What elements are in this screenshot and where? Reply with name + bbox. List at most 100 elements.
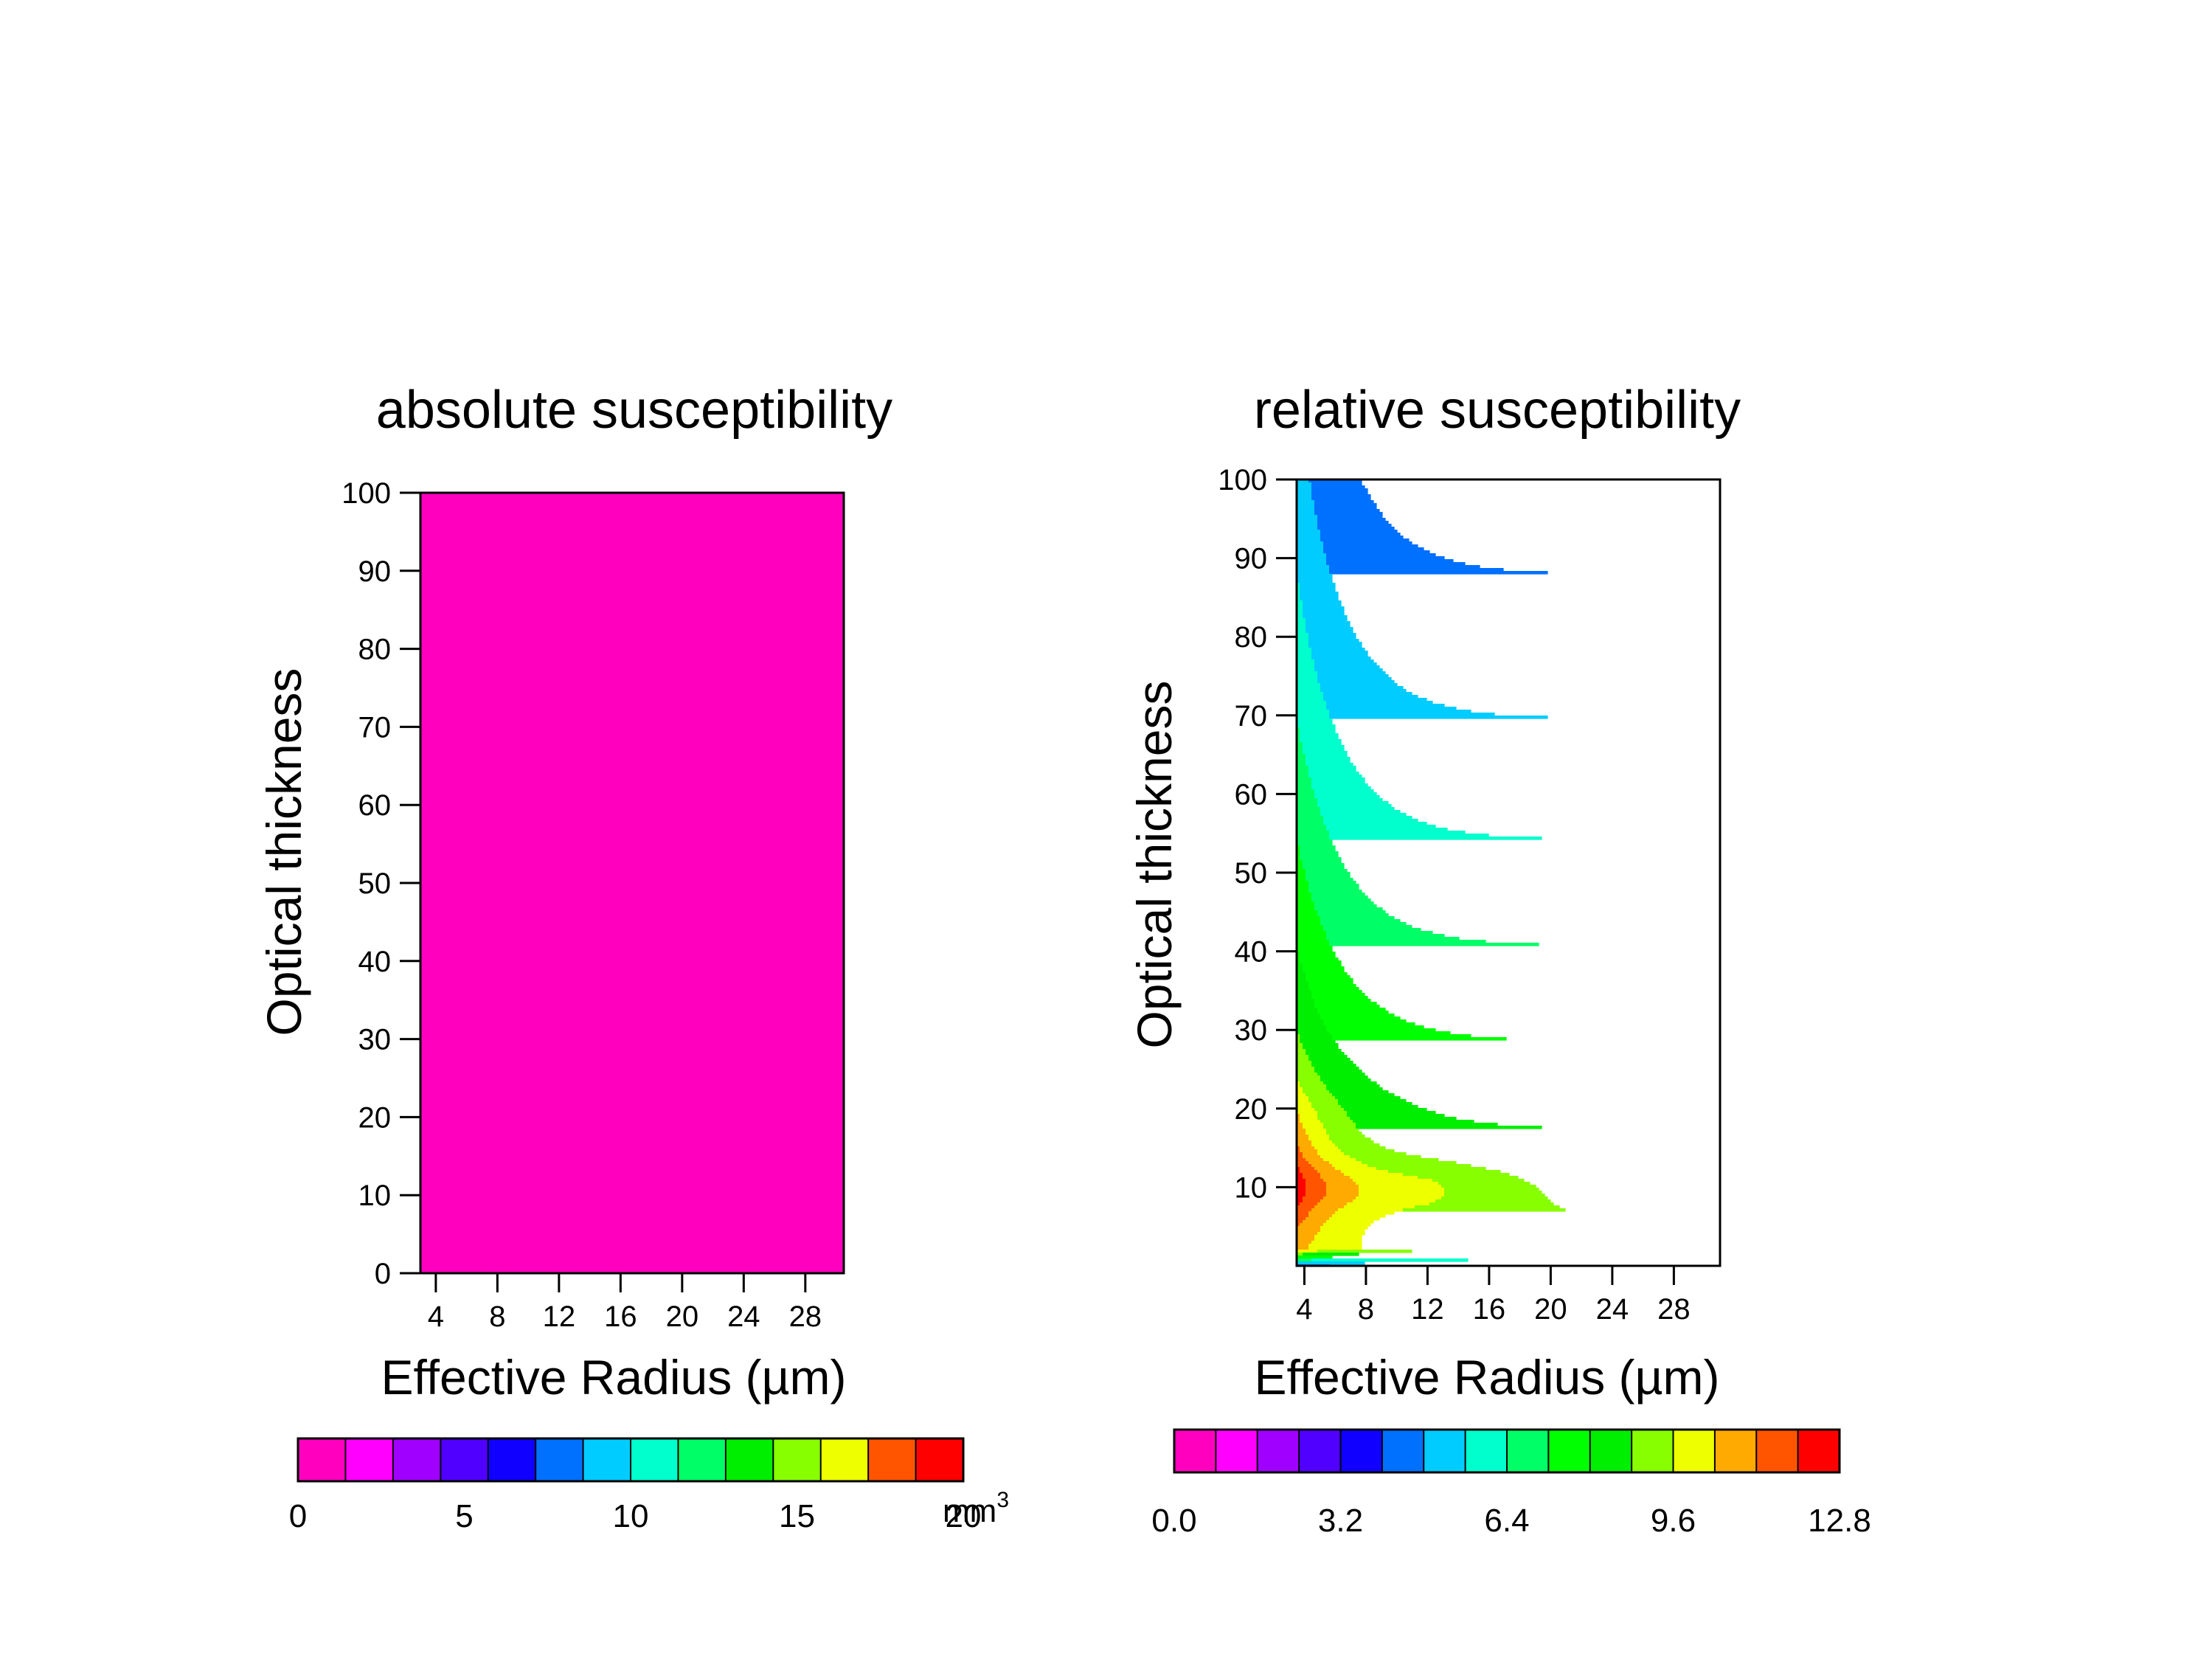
left-y-tick-label: 0 <box>375 1258 391 1290</box>
right-contour-cell <box>1297 547 1324 551</box>
right-contour-cell <box>1297 1031 1330 1035</box>
right-contour-cell <box>1344 1173 1404 1177</box>
right-contour-cell <box>1297 1140 1312 1144</box>
right-contour-cell <box>1297 999 1315 1002</box>
right-contour-cell <box>1329 1137 1371 1141</box>
right-contour-cell <box>1317 1117 1351 1121</box>
right-contour-cell <box>1335 1211 1395 1215</box>
right-contour-cell <box>1297 928 1324 932</box>
right-contour-cell <box>1329 943 1539 946</box>
right-contour-cell <box>1297 1170 1300 1174</box>
right-contour-cell <box>1297 1090 1303 1094</box>
right-contour-cell <box>1317 1011 1389 1014</box>
right-contour-cell <box>1297 1117 1300 1121</box>
right-contour-cell <box>1326 1191 1359 1194</box>
right-contour-cell <box>1306 624 1351 628</box>
right-contour-cell <box>1297 1076 1321 1079</box>
right-contour-cell <box>1356 1123 1498 1126</box>
right-contour-cell <box>1297 1188 1306 1191</box>
right-contour-cell <box>1297 966 1303 970</box>
right-contour-cell <box>1350 1155 1421 1159</box>
right-contour-cell <box>1300 960 1342 964</box>
right-contour-cell <box>1326 562 1466 566</box>
right-x-tick-label: 24 <box>1596 1293 1629 1326</box>
right-contour-cell <box>1320 807 1395 811</box>
right-contour-cell <box>1297 556 1327 560</box>
left-colorbar-tick-label: 15 <box>779 1498 815 1534</box>
right-contour-cell <box>1297 1123 1303 1126</box>
right-contour-cell <box>1303 1196 1324 1200</box>
right-contour-cell <box>1320 686 1404 690</box>
right-contour-cell <box>1297 1199 1303 1203</box>
right-contour-cell <box>1303 969 1345 973</box>
right-contour-cell <box>1306 763 1353 766</box>
right-contour-cell <box>1314 1108 1345 1112</box>
right-contour-cell <box>1297 857 1300 861</box>
right-y-tick-label: 30 <box>1235 1014 1268 1047</box>
right-contour-cell <box>1297 963 1303 967</box>
right-contour-cell <box>1320 530 1398 533</box>
right-contour-cell <box>1326 1028 1436 1032</box>
right-contour-cell <box>1308 775 1362 778</box>
left-colorbar-swatch <box>488 1438 536 1481</box>
right-contour-cell <box>1326 1185 1359 1188</box>
right-contour-cell <box>1308 633 1356 637</box>
right-contour-cell <box>1317 527 1395 530</box>
right-contour-cell <box>1297 919 1321 923</box>
right-contour-cell <box>1300 1040 1336 1044</box>
right-contour-cell <box>1303 612 1345 616</box>
right-contour-cell <box>1303 751 1348 755</box>
right-contour-cell <box>1338 1208 1404 1212</box>
right-contour-cell <box>1306 1093 1333 1097</box>
right-contour-cell <box>1297 1055 1309 1059</box>
right-contour-cell <box>1308 1244 1362 1247</box>
right-contour-cell <box>1329 940 1486 943</box>
right-contour-cell <box>1320 536 1404 539</box>
left-colorbar-swatch <box>583 1438 631 1481</box>
right-contour-cell <box>1314 1070 1362 1073</box>
right-contour-cell <box>1297 718 1333 722</box>
right-contour-cell <box>1297 609 1303 613</box>
right-contour-cell <box>1444 1188 1539 1191</box>
right-contour-cell <box>1297 636 1309 640</box>
right-contour-cell <box>1300 583 1336 586</box>
right-contour-cell <box>1297 491 1312 495</box>
right-contour-cell <box>1297 704 1327 707</box>
left-colorbar-swatch <box>631 1438 679 1481</box>
left-colorbar-swatch <box>773 1438 822 1481</box>
right-contour-cell <box>1303 866 1345 870</box>
right-contour-cell <box>1297 969 1303 973</box>
right-contour-cell <box>1441 1185 1536 1188</box>
left-y-tick-label: 100 <box>341 477 391 510</box>
right-contour-cell <box>1297 1105 1312 1109</box>
right-contour-cell <box>1308 642 1362 645</box>
right-contour-cell <box>1320 538 1410 542</box>
right-contour-cell <box>1311 786 1371 790</box>
right-y-tick-label: 100 <box>1218 464 1267 496</box>
right-contour-cell <box>1297 698 1324 702</box>
right-contour-cell <box>1367 1164 1471 1168</box>
right-contour-cell <box>1306 760 1351 763</box>
right-colorbar-swatch <box>1216 1430 1258 1472</box>
right-contour-cell <box>1297 798 1318 802</box>
right-contour-cell <box>1300 1084 1327 1088</box>
right-contour-cell <box>1297 657 1312 660</box>
right-contour-cell <box>1329 831 1466 834</box>
right-contour-cell <box>1297 807 1321 811</box>
right-contour-cell <box>1297 1146 1300 1150</box>
right-contour-cell <box>1317 804 1392 808</box>
right-contour-cell <box>1306 978 1353 982</box>
right-contour-cell <box>1297 893 1312 896</box>
right-contour-cell <box>1314 789 1374 793</box>
right-contour-cell <box>1297 1005 1315 1008</box>
right-contour-cell <box>1297 503 1315 507</box>
left-x-axis-label: Effective Radius (µm) <box>381 1350 847 1405</box>
right-contour-cell <box>1297 766 1309 769</box>
right-contour-cell <box>1317 677 1392 681</box>
right-contour-cell <box>1300 857 1342 861</box>
right-contour-cell <box>1297 518 1318 522</box>
right-contour-cell <box>1297 621 1306 625</box>
right-contour-cell <box>1314 907 1383 911</box>
right-contour-cell <box>1308 769 1356 772</box>
right-contour-cell <box>1297 479 1309 483</box>
